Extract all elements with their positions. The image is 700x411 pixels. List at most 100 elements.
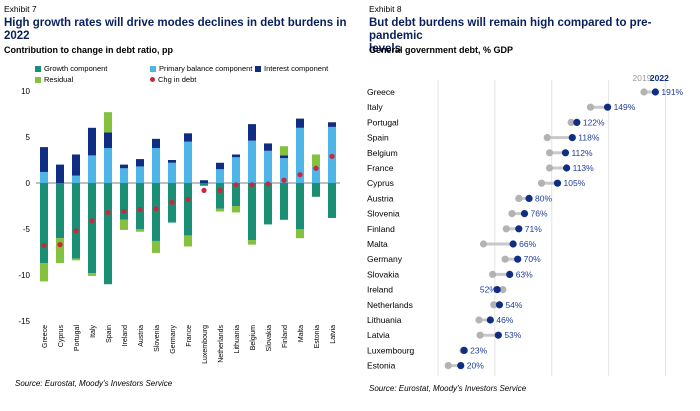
chg-dot bbox=[329, 153, 335, 159]
interest-bar bbox=[232, 154, 240, 158]
primary-bar bbox=[280, 158, 288, 183]
chart-title-line1: High growth rates will drive modes decli… bbox=[4, 17, 347, 29]
data-label: 23% bbox=[470, 345, 487, 355]
interest-bar bbox=[328, 122, 336, 127]
dot-2022 bbox=[553, 179, 562, 187]
dot-2022 bbox=[603, 103, 612, 111]
legend-label-chg: Chg in debt bbox=[158, 75, 197, 84]
dot-2019 bbox=[490, 301, 498, 309]
chg-dot bbox=[281, 177, 287, 183]
x-tick-label: Portugal bbox=[74, 325, 81, 352]
dot-2022 bbox=[573, 118, 581, 126]
residual-bar bbox=[120, 219, 128, 230]
x-tick-label: Lithuania bbox=[234, 325, 241, 354]
category-label: Slovakia bbox=[367, 269, 399, 279]
dot-2019 bbox=[508, 210, 516, 218]
interest-bar bbox=[264, 143, 272, 151]
interest-bar bbox=[104, 132, 112, 149]
legend-label-residual: Residual bbox=[44, 75, 74, 84]
legend-label-primary: Primary balance component bbox=[159, 64, 253, 73]
y-tick-label: 10 bbox=[21, 87, 30, 96]
data-label: 63% bbox=[516, 269, 533, 279]
primary-bar bbox=[88, 155, 96, 183]
growth-bar bbox=[184, 183, 192, 236]
data-label: 20% bbox=[467, 361, 484, 371]
category-label: Greece bbox=[367, 87, 395, 97]
primary-bar bbox=[296, 127, 304, 183]
residual-bar bbox=[296, 229, 304, 239]
dot-2022 bbox=[651, 88, 659, 96]
data-label: 113% bbox=[573, 163, 595, 173]
dot-2022 bbox=[525, 194, 533, 202]
interest-bar bbox=[296, 118, 304, 128]
primary-bar bbox=[184, 141, 192, 183]
chg-dot bbox=[105, 209, 111, 216]
category-label: Ireland bbox=[367, 285, 393, 295]
interest-bar bbox=[168, 160, 176, 163]
legend-swatch-interest bbox=[255, 65, 261, 72]
primary-bar bbox=[40, 171, 48, 183]
data-label: 53% bbox=[504, 330, 521, 340]
residual-bar bbox=[40, 263, 48, 282]
dumbbell-chart: 0%50%100%150%200%20192022Greece191%Italy… bbox=[367, 73, 684, 376]
dot-2019 bbox=[545, 149, 554, 157]
category-label: Netherlands bbox=[367, 300, 413, 310]
dot-2019 bbox=[475, 316, 483, 324]
dot-2019 bbox=[444, 362, 452, 370]
growth-bar bbox=[264, 183, 272, 225]
category-label: Italy bbox=[367, 102, 383, 112]
chg-dot bbox=[217, 187, 223, 193]
growth-bar bbox=[120, 183, 128, 220]
primary-bar bbox=[312, 166, 320, 183]
x-tick-label: Germany bbox=[170, 325, 177, 354]
y-tick-label: 0 bbox=[26, 179, 31, 188]
x-tick-label: Finland bbox=[282, 325, 289, 348]
residual-bar bbox=[248, 240, 256, 245]
interest-bar bbox=[56, 164, 64, 183]
chg-dot bbox=[313, 165, 319, 171]
data-label: 122% bbox=[583, 117, 605, 127]
x-tick-label: Estonia bbox=[314, 325, 321, 348]
chg-dot bbox=[297, 172, 303, 178]
residual-bar bbox=[104, 112, 112, 133]
chg-dot bbox=[249, 182, 255, 188]
chart-title: But debt burdens will remain high compar… bbox=[369, 17, 700, 56]
data-label: 149% bbox=[614, 102, 636, 112]
chart-source: Source: Eurostat, Moody's Investors Serv… bbox=[15, 379, 173, 388]
data-label: 76% bbox=[530, 209, 547, 219]
category-label: Malta bbox=[367, 239, 388, 249]
interest-bar bbox=[88, 127, 96, 156]
dot-2019 bbox=[567, 118, 575, 126]
chart-title: High growth rates will drive modes decli… bbox=[4, 17, 347, 43]
category-label: Spain bbox=[367, 133, 389, 143]
primary-bar bbox=[168, 162, 176, 183]
chg-dot bbox=[57, 242, 63, 248]
interest-bar bbox=[280, 155, 288, 159]
left-exhibit-panel: Exhibit 7 High growth rates will drive m… bbox=[4, 4, 347, 388]
category-label: Slovenia bbox=[367, 209, 400, 219]
dot-2019 bbox=[502, 225, 510, 233]
x-tick-label: Spain bbox=[106, 325, 113, 343]
dot-2019 bbox=[479, 240, 488, 248]
residual-bar bbox=[72, 258, 80, 261]
y-tick-label: -15 bbox=[18, 317, 30, 326]
primary-bar bbox=[264, 150, 272, 183]
dot-2022 bbox=[515, 225, 523, 233]
legend-item-residual: Residual bbox=[35, 75, 73, 84]
legend-swatch-growth bbox=[35, 65, 41, 72]
interest-bar bbox=[200, 180, 208, 183]
y-tick-label: -5 bbox=[23, 225, 31, 234]
interest-bar bbox=[72, 154, 80, 176]
x-tick-label: Belgium bbox=[250, 325, 257, 350]
residual-bar bbox=[136, 229, 144, 232]
exhibit-label: Exhibit 7 bbox=[4, 4, 37, 14]
x-tick-label: Italy bbox=[90, 325, 97, 338]
growth-bar bbox=[328, 183, 336, 218]
legend-item-chg: Chg in debt bbox=[150, 75, 196, 84]
growth-bar bbox=[152, 183, 160, 241]
chg-dot bbox=[233, 182, 239, 188]
chg-dot bbox=[201, 187, 207, 193]
interest-bar bbox=[184, 133, 192, 142]
growth-bar bbox=[216, 183, 224, 209]
residual-bar bbox=[152, 240, 160, 253]
